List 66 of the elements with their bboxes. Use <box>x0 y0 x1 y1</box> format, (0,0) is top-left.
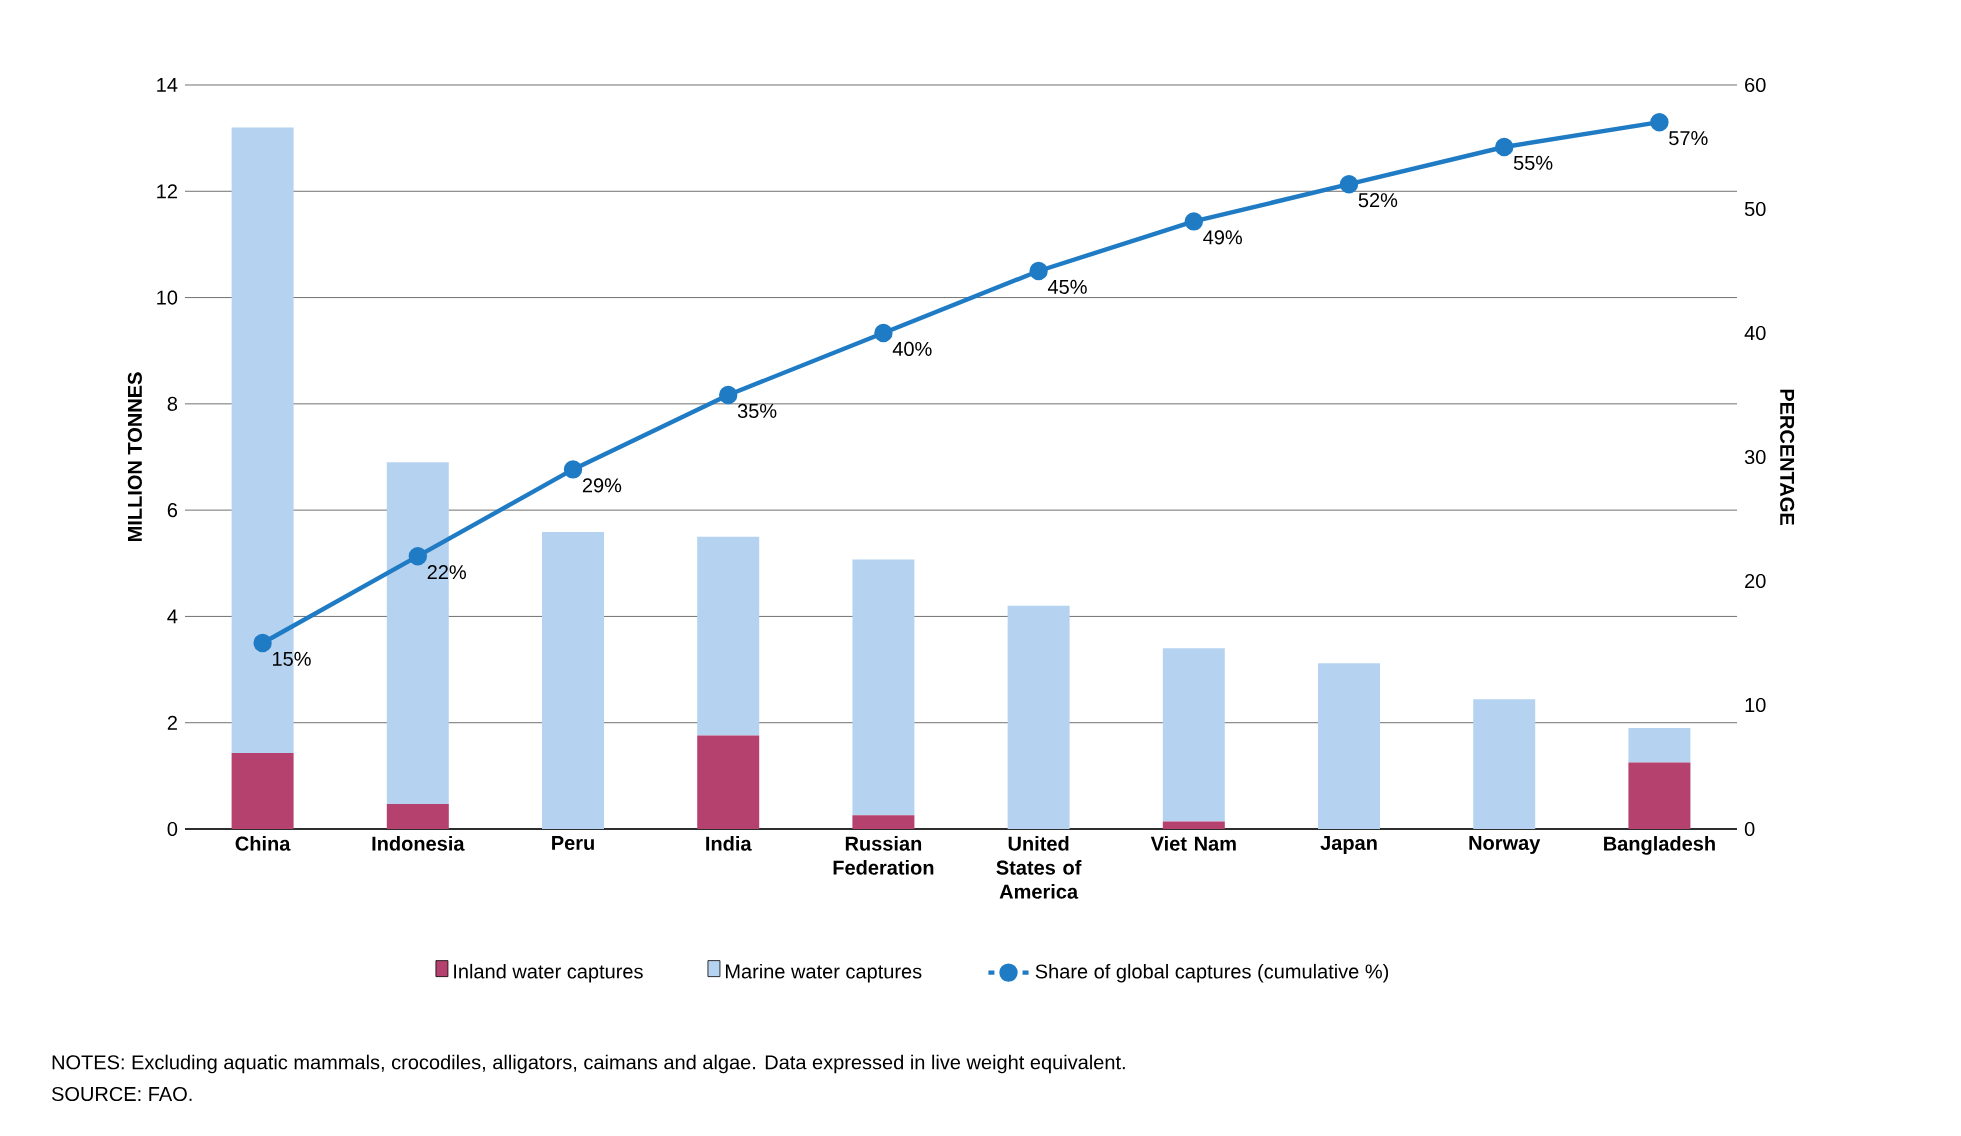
point <box>253 633 272 653</box>
bar <box>852 815 915 829</box>
point <box>1184 212 1204 231</box>
point <box>1029 261 1048 281</box>
bar <box>1007 605 1070 829</box>
point <box>563 460 583 479</box>
point <box>408 547 427 566</box>
bar <box>1473 699 1536 829</box>
y-axis-title: MILLION TONNES <box>127 372 142 542</box>
point <box>1495 137 1514 157</box>
y2-tick-label: 50 <box>1744 201 1766 217</box>
y-tick-label: 4 <box>167 609 178 624</box>
y2-axis-title: PERCENTAGE <box>1780 389 1795 525</box>
data-label: 29% <box>582 478 622 493</box>
bar <box>852 559 915 816</box>
x-tick-label: Japan <box>1320 836 1377 854</box>
data-label: 45% <box>1047 279 1087 294</box>
data-label: 40% <box>892 341 932 357</box>
y2-tick-label: 20 <box>1745 573 1766 589</box>
bar <box>697 735 760 829</box>
point <box>719 385 738 405</box>
x-tick-label: Indonesia <box>372 836 465 851</box>
x-tick-label: Peru <box>552 836 594 851</box>
point <box>874 323 893 343</box>
bar <box>542 531 604 829</box>
y-tick-label: 0 <box>167 821 178 837</box>
y2-tick-label: 60 <box>1745 77 1766 93</box>
x-tick-label: China <box>235 836 291 851</box>
x-tick-label: Norway <box>1469 836 1541 854</box>
data-label: 57% <box>1669 131 1708 146</box>
bar <box>697 536 760 736</box>
data-label: 52% <box>1358 193 1398 208</box>
text: NOTES: Excluding aquatic mammals, crocodiles, alligators, caimans and algae. Data expressed in live weight equivalent. <box>52 1054 1125 1074</box>
legend-label: Marine water captures <box>725 963 922 983</box>
source-note: SOURCE: FAO. <box>51 1086 192 1102</box>
data-label: 15% <box>273 651 311 666</box>
data-label: 22% <box>427 565 467 580</box>
data-label: 49% <box>1203 230 1243 245</box>
bar <box>1628 762 1691 829</box>
bar <box>1162 648 1225 822</box>
y2-tick-label: 40 <box>1744 325 1766 341</box>
x-tick-label: Bangladesh <box>1604 836 1715 855</box>
legend-label: Inland water captures <box>454 963 643 983</box>
y-tick-label: 14 <box>157 78 178 92</box>
point <box>1650 113 1669 132</box>
x-tick-label: United States of America <box>996 836 1082 899</box>
y-tick-label: 12 <box>157 184 177 199</box>
point <box>1339 175 1359 194</box>
data-label: 35% <box>737 403 777 419</box>
bar <box>1628 728 1691 763</box>
bar <box>1318 663 1381 829</box>
y2-tick-label: 10 <box>1745 697 1766 713</box>
y-tick-label: 2 <box>167 715 177 730</box>
x-tick-label: Russian Federation <box>833 836 934 875</box>
x-tick-label: Viet Nam <box>1150 836 1236 851</box>
y2-tick-label: 30 <box>1744 449 1766 465</box>
y2-tick-label: 0 <box>1744 821 1755 837</box>
y-tick-label: 8 <box>167 396 178 411</box>
bar <box>386 804 449 829</box>
legend-label: Share of global captures (cumulative %) <box>1035 963 1389 983</box>
y-tick-label: 10 <box>157 290 178 305</box>
bar <box>1162 821 1225 829</box>
y-tick-label: 6 <box>167 503 178 518</box>
data-label: 55% <box>1513 155 1553 170</box>
bar <box>231 753 294 829</box>
x-tick-label: India <box>706 836 752 851</box>
